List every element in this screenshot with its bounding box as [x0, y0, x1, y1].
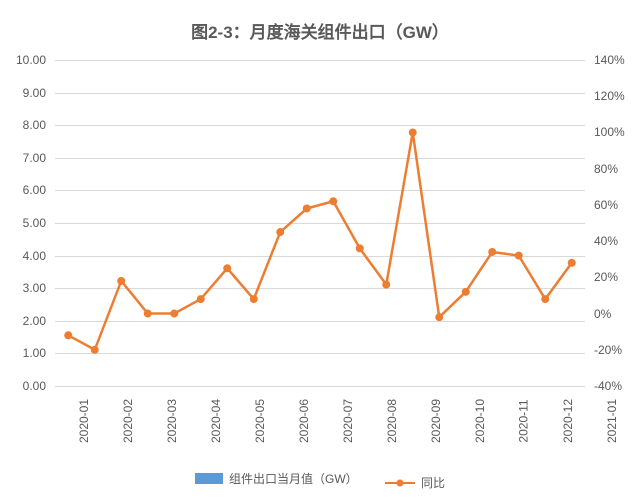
line-marker: [144, 310, 152, 318]
y-right-tick: 0%: [590, 307, 640, 321]
line-marker: [462, 288, 470, 296]
line-marker: [170, 310, 178, 318]
x-label: 2021-01: [605, 399, 640, 443]
line-marker: [488, 248, 496, 256]
line-marker: [117, 277, 125, 285]
gridline: [55, 386, 585, 387]
legend-item-line: 同比: [385, 474, 445, 491]
y-left-tick: 2.00: [0, 314, 50, 328]
chart-title: 图2-3：月度海关组件出口（GW）: [0, 0, 640, 53]
legend-item-bar: 组件出口当月值（GW）: [195, 470, 358, 487]
y-right-tick: 140%: [590, 53, 640, 67]
legend-swatch-bar: [195, 473, 223, 484]
y-left-tick: 5.00: [0, 216, 50, 230]
line-marker: [223, 264, 231, 272]
y-left-tick: 6.00: [0, 183, 50, 197]
y-left-tick: 0.00: [0, 379, 50, 393]
chart-container: 图2-3：月度海关组件出口（GW） 0.00 1.00 2.00 3.00 4.00 5.…: [0, 0, 640, 501]
legend-line-label: 同比: [421, 474, 445, 491]
legend-bar-label: 组件出口当月值（GW）: [229, 470, 358, 487]
legend: 组件出口当月值（GW） 同比: [0, 470, 640, 492]
line-marker: [250, 295, 258, 303]
y-left-tick: 4.00: [0, 249, 50, 263]
line-marker: [303, 205, 311, 213]
y-axis-left: 0.001.002.003.004.005.006.007.008.009.00…: [0, 60, 50, 386]
plot-area: [55, 60, 585, 386]
y-left-tick: 8.00: [0, 118, 50, 132]
line-marker: [435, 313, 443, 321]
y-right-tick: -40%: [590, 379, 640, 393]
line-marker: [276, 228, 284, 236]
y-right-tick: 40%: [590, 234, 640, 248]
y-axis-right: -40%-20%0%20%40%60%80%100%120%140%: [590, 60, 640, 386]
y-right-tick: 80%: [590, 162, 640, 176]
y-left-tick: 9.00: [0, 86, 50, 100]
x-axis-labels: 2020-012020-022020-032020-042020-052020-…: [55, 391, 585, 456]
y-left-tick: 10.00: [0, 53, 50, 67]
line-marker: [356, 244, 364, 252]
line-marker: [64, 331, 72, 339]
y-left-tick: 7.00: [0, 151, 50, 165]
y-right-tick: 120%: [590, 89, 640, 103]
line-marker: [541, 295, 549, 303]
y-right-tick: 100%: [590, 125, 640, 139]
line-series: [55, 60, 585, 386]
line-marker: [568, 259, 576, 267]
line-marker: [515, 252, 523, 260]
y-right-tick: 20%: [590, 270, 640, 284]
line-marker: [91, 346, 99, 354]
line-marker: [197, 295, 205, 303]
legend-swatch-line: [385, 482, 415, 484]
line-path: [68, 132, 572, 349]
line-marker: [409, 128, 417, 136]
line-marker: [329, 197, 337, 205]
y-right-tick: 60%: [590, 198, 640, 212]
y-left-tick: 3.00: [0, 281, 50, 295]
line-marker: [382, 281, 390, 289]
y-right-tick: -20%: [590, 343, 640, 357]
y-left-tick: 1.00: [0, 346, 50, 360]
